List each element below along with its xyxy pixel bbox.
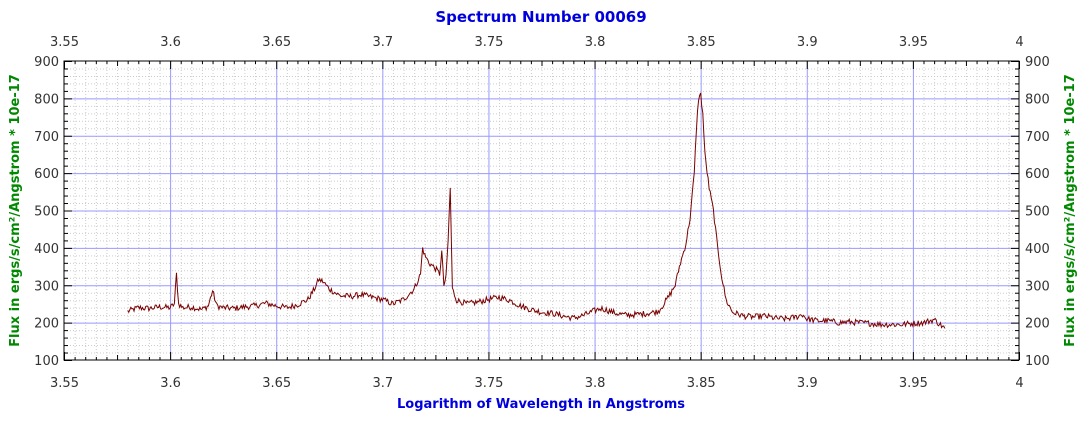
y-tick-label-left: 200 <box>34 317 59 332</box>
y-tick-label-left: 700 <box>34 130 59 145</box>
x-tick-label-bottom: 3.7 <box>372 376 393 391</box>
x-tick-label-bottom: 3.95 <box>899 376 928 391</box>
x-tick-label-bottom: 3.55 <box>50 376 79 391</box>
x-tick-label-top: 3.8 <box>585 35 606 50</box>
minor-grid <box>64 61 1019 360</box>
y-tick-label-left: 800 <box>34 92 59 107</box>
major-grid <box>64 61 1019 360</box>
x-tick-label-bottom: 3.65 <box>262 376 291 391</box>
x-tick-label-bottom: 3.6 <box>160 376 181 391</box>
x-tick-label-bottom: 3.75 <box>474 376 503 391</box>
y-tick-label-right: 700 <box>1025 130 1050 145</box>
y-tick-label-left: 100 <box>34 354 59 369</box>
y-tick-label-right: 600 <box>1025 167 1050 182</box>
x-tick-label-top: 4 <box>1015 35 1023 50</box>
y-tick-label-right: 800 <box>1025 92 1050 107</box>
y-tick-label-right: 200 <box>1025 317 1050 332</box>
x-tick-label-top: 3.9 <box>797 35 818 50</box>
y-tick-label-right: 900 <box>1025 55 1050 70</box>
x-tick-label-top: 3.75 <box>474 35 503 50</box>
chart-title: Spectrum Number 00069 <box>435 8 646 26</box>
y-tick-label-left: 400 <box>34 242 59 257</box>
x-tick-label-top: 3.55 <box>50 35 79 50</box>
y-tick-label-left: 300 <box>34 279 59 294</box>
x-tick-label-top: 3.7 <box>372 35 393 50</box>
plot-frame <box>63 60 1020 361</box>
y-tick-label-left: 900 <box>34 55 59 70</box>
x-tick-label-bottom: 3.8 <box>585 376 606 391</box>
x-tick-label-top: 3.6 <box>160 35 181 50</box>
x-tick-label-bottom: 3.85 <box>687 376 716 391</box>
y-axis-label-left: Flux in ergs/s/cm²/Angstrom * 10e-17 <box>8 74 23 347</box>
y-tick-label-right: 100 <box>1025 354 1050 369</box>
y-tick-label-right: 400 <box>1025 242 1050 257</box>
x-axis-label: Logarithm of Wavelength in Angstroms <box>397 397 685 412</box>
y-tick-label-left: 500 <box>34 205 59 220</box>
spectrum-line <box>127 92 946 329</box>
x-tick-label-top: 3.85 <box>687 35 716 50</box>
y-tick-label-right: 300 <box>1025 279 1050 294</box>
y-tick-label-right: 500 <box>1025 205 1050 220</box>
tick-labels: 3.55 3.55 3.6 3.6 3.65 3.65 3.7 3.7 3.75 3.75 3.8 3… <box>34 35 1050 391</box>
x-tick-label-bottom: 4 <box>1015 376 1023 391</box>
y-axis-label-right: Flux in ergs/s/cm²/Angstrom * 10e-17 <box>1063 74 1078 347</box>
x-tick-label-bottom: 3.9 <box>797 376 818 391</box>
x-tick-label-top: 3.95 <box>899 35 928 50</box>
y-tick-label-left: 600 <box>34 167 59 182</box>
x-tick-label-top: 3.65 <box>262 35 291 50</box>
